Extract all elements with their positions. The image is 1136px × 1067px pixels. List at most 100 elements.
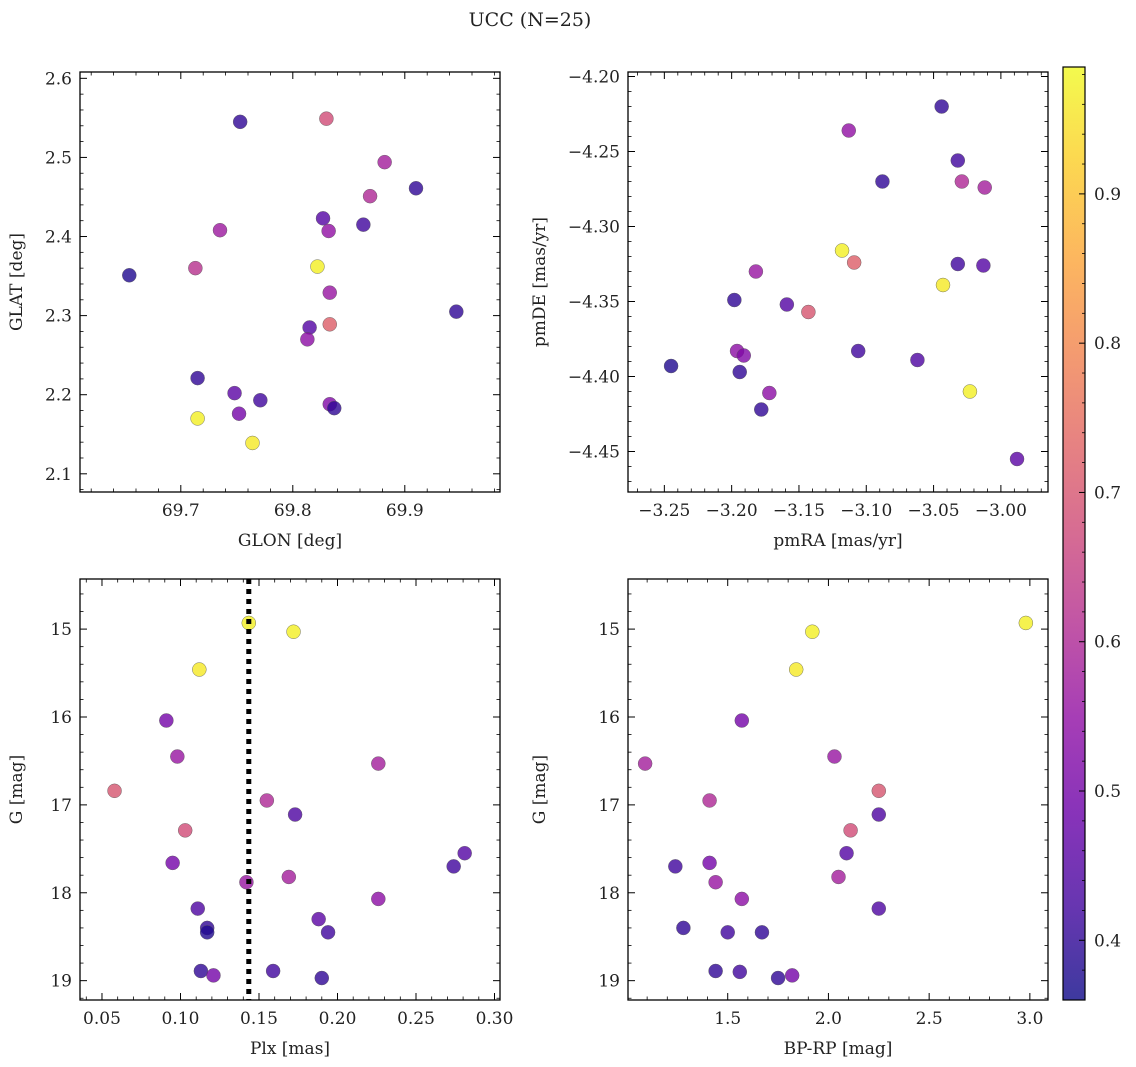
scatter-point <box>754 925 770 940</box>
scatter-point <box>935 277 951 293</box>
panel-bprp-g: 1.5 2.0 2.5 3.0 15 16 17 18 19 BP-RP [mag] G [mag] <box>530 578 1049 1059</box>
scatter-point <box>457 846 472 861</box>
scatter-point <box>789 662 804 677</box>
axes-frame <box>79 71 501 493</box>
y-axis-label: pmDE [mas/yr] <box>530 217 550 347</box>
scatter-point <box>910 352 925 368</box>
x-tick-label: 69.8 <box>274 501 312 521</box>
scatter-point <box>371 891 386 907</box>
scatter-point <box>371 756 386 771</box>
scatter-point <box>170 749 185 764</box>
scatter-point <box>871 783 886 799</box>
scatter-point <box>637 756 653 771</box>
scatter-point <box>177 823 193 838</box>
scatter-point <box>310 259 325 274</box>
scatter-point <box>732 964 747 980</box>
y-tick-label: 16 <box>598 708 620 728</box>
scatter-point <box>190 411 205 426</box>
scatter-point <box>188 260 203 276</box>
scatter-point <box>850 343 866 359</box>
scatter-point <box>732 364 747 380</box>
y-tick-label: 2.5 <box>45 148 72 168</box>
x-tick-label: −3.00 <box>975 501 1027 521</box>
scatter-point <box>663 358 679 374</box>
x-tick-label: −3.25 <box>638 501 690 521</box>
scatter-point <box>314 970 329 986</box>
scatter-point <box>122 268 137 283</box>
axes-frame <box>627 578 1049 1001</box>
scatter-point <box>708 963 723 979</box>
scatter-point <box>362 188 378 204</box>
scatter-point <box>875 174 890 189</box>
scatter-point <box>408 181 424 196</box>
y-axis-label: G [mag] <box>530 755 550 824</box>
scatter-point <box>190 901 205 916</box>
y-tick-label: 18 <box>50 884 72 904</box>
x-tick-label: −3.10 <box>840 501 892 521</box>
x-tick-label: −3.05 <box>908 501 960 521</box>
colorbar-gradient <box>1063 67 1085 1000</box>
scatter-point <box>1009 451 1025 467</box>
y-tick-label: 2.2 <box>45 386 72 406</box>
scatter-point <box>841 123 856 138</box>
scatter-point <box>190 370 205 386</box>
y-axis-label: GLAT [deg] <box>7 233 27 331</box>
scatter-point <box>212 222 228 238</box>
scatter-point <box>449 304 464 319</box>
x-tick-label: 0.30 <box>476 1009 514 1029</box>
scatter-point <box>322 317 337 332</box>
y-tick-label: 17 <box>598 796 620 816</box>
scatter-point <box>950 256 966 272</box>
x-axis-label: pmRA [mas/yr] <box>773 531 902 551</box>
scatter-point <box>934 99 949 114</box>
y-tick-label: 2.3 <box>45 307 72 327</box>
scatter-point <box>702 855 717 871</box>
scatter-point <box>762 385 777 401</box>
x-axis-label: GLON [deg] <box>238 531 342 551</box>
scatter-point <box>159 713 174 728</box>
scatter-point <box>843 823 858 838</box>
scatter-point <box>446 859 461 874</box>
scatter-point <box>227 385 242 401</box>
scatter-point <box>281 869 297 885</box>
scatter-point <box>976 258 991 273</box>
scatter-point <box>831 869 846 885</box>
scatter-point <box>253 393 268 408</box>
scatter-point <box>827 749 842 764</box>
axes-frame <box>79 578 501 1001</box>
scatter-point <box>962 384 978 399</box>
x-tick-label: 0.10 <box>162 1009 200 1029</box>
x-tick-label: 69.9 <box>386 501 424 521</box>
scatter-point <box>676 920 691 936</box>
scatter-point <box>245 435 260 451</box>
x-tick-label: 2.0 <box>815 1009 842 1029</box>
scatter-point <box>736 348 751 363</box>
scatter-point <box>748 264 764 279</box>
scatter-point <box>727 292 742 308</box>
scatter-point <box>265 963 281 979</box>
y-tick-label: 19 <box>50 972 72 992</box>
y-tick-label: −4.40 <box>568 368 620 388</box>
axes-frame <box>627 71 1049 493</box>
colorbar: 0.4 0.5 0.6 0.7 0.8 0.9 <box>1062 66 1121 1001</box>
y-tick-label: 19 <box>598 972 620 992</box>
scatter-point <box>321 223 336 239</box>
x-tick-label: 3.0 <box>1016 1009 1043 1029</box>
y-tick-label: −4.45 <box>568 443 620 463</box>
x-tick-label: 0.25 <box>397 1009 435 1029</box>
scatter-point <box>259 793 275 808</box>
scatter-point <box>356 217 371 232</box>
scatter-point <box>668 859 683 874</box>
scatter-point <box>846 255 862 270</box>
y-tick-label: 2.1 <box>45 465 72 485</box>
colorbar-tick-label: 0.5 <box>1094 782 1121 802</box>
scatter-point <box>754 402 769 417</box>
x-tick-label: −3.20 <box>706 501 758 521</box>
y-tick-label: 15 <box>598 620 620 640</box>
y-axis-label: G [mag] <box>7 755 27 824</box>
x-tick-label: 2.5 <box>916 1009 943 1029</box>
panel-glon-glat: 69.7 69.8 69.9 2.1 2.2 2.3 2.4 2.5 2.6 GLON [deg]… <box>7 69 501 551</box>
x-tick-label: 69.7 <box>162 501 200 521</box>
scatter-point <box>327 400 342 416</box>
scatter-point <box>784 968 800 983</box>
